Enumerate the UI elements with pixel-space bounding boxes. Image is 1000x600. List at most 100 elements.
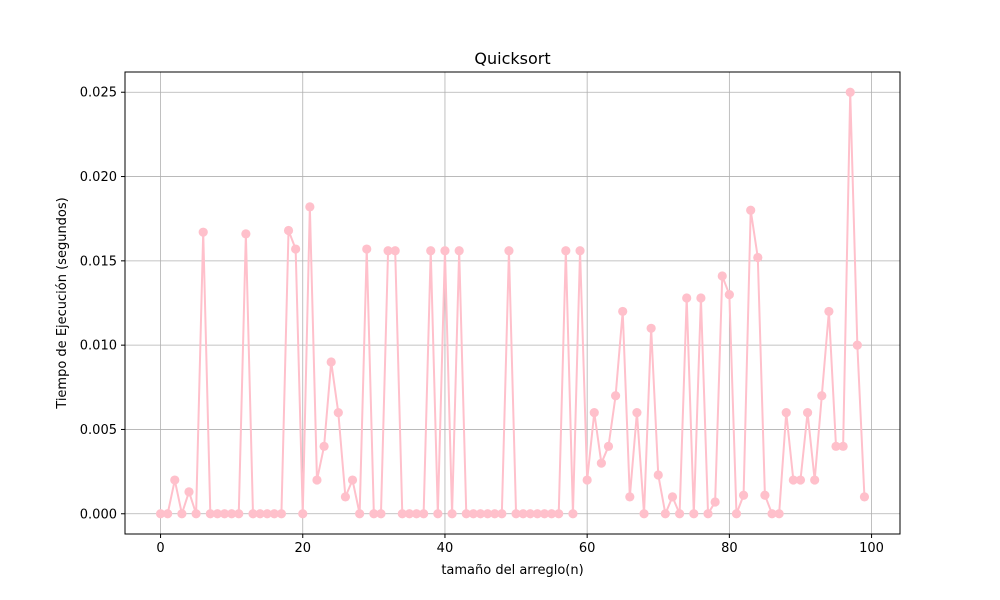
data-point: [838, 441, 848, 451]
data-point: [383, 246, 393, 256]
data-point: [731, 509, 742, 519]
data-point: [411, 509, 422, 519]
data-point: [355, 509, 365, 519]
y-axis-label: Tiempo de Ejecución (segundos): [55, 197, 70, 409]
data-point: [497, 509, 507, 519]
data-point: [632, 407, 642, 418]
data-point: [347, 475, 358, 485]
data-point: [468, 509, 478, 519]
chart-title: Quicksort: [474, 49, 550, 68]
data-point: [696, 293, 706, 303]
data-point: [667, 492, 678, 502]
data-point: [539, 509, 550, 519]
data-point: [312, 475, 322, 485]
data-point: [859, 492, 870, 502]
data-point: [191, 509, 201, 519]
data-point: [241, 229, 251, 239]
data-point: [653, 470, 663, 480]
data-point: [212, 509, 223, 519]
data-point: [703, 509, 713, 519]
data-point: [170, 475, 180, 485]
data-point: [198, 227, 208, 237]
data-point: [660, 509, 670, 519]
data-point: [710, 497, 720, 507]
data-point: [603, 441, 614, 451]
plot-frame: [124, 71, 901, 535]
data-point: [490, 509, 500, 519]
axis-ticks: 0 20 40 60 80 100 0.000 0.005 0.010 0.015 0.020 0.0…: [80, 86, 884, 556]
data-point: [255, 509, 265, 519]
data-point: [646, 323, 656, 333]
data-point: [155, 509, 166, 519]
data-point: [177, 509, 187, 519]
data-point: [589, 407, 599, 418]
y-tick-label: 0.015: [80, 254, 117, 269]
data-point: [483, 509, 493, 519]
data-point: [454, 246, 464, 256]
data-point: [461, 509, 471, 519]
data-point: [518, 509, 528, 519]
y-tick-label: 0.000: [80, 507, 117, 522]
data-point: [248, 509, 258, 519]
data-point: [376, 509, 386, 519]
data-point: [824, 306, 834, 317]
data-point: [795, 475, 806, 485]
data-point: [227, 509, 237, 519]
data-point: [774, 509, 784, 519]
x-axis-label: tamaño del arreglo(n): [441, 563, 583, 578]
data-point: [475, 509, 486, 519]
data-point: [447, 509, 457, 519]
data-point: [511, 509, 521, 519]
data-point: [596, 458, 606, 468]
data-point: [810, 475, 820, 485]
data-point: [362, 244, 372, 254]
data-point: [419, 509, 429, 519]
data-point: [831, 441, 841, 451]
data-point: [269, 509, 279, 519]
data-point: [575, 246, 585, 256]
data-point: [568, 509, 578, 519]
data-point: [390, 246, 400, 256]
data-point: [234, 509, 244, 519]
y-tick-label: 0.025: [80, 86, 117, 101]
x-tick-label: 80: [721, 541, 738, 556]
data-point: [674, 509, 685, 519]
data-point: [298, 509, 308, 519]
data-point: [440, 246, 450, 256]
data-point: [717, 271, 727, 281]
data-point: [753, 252, 763, 263]
data-point: [738, 490, 749, 500]
data-point: [802, 407, 813, 418]
x-tick-label: 20: [294, 541, 311, 556]
data-point: [547, 509, 557, 519]
data-point: [760, 490, 770, 500]
data-point: [682, 293, 692, 303]
data-point: [625, 492, 635, 502]
data-point: [724, 289, 734, 300]
x-tick-label: 40: [437, 541, 454, 556]
x-tick-label: 60: [579, 541, 596, 556]
data-point: [554, 509, 564, 519]
data-point: [788, 475, 798, 485]
data-point: [817, 391, 827, 401]
data-point: [369, 509, 379, 519]
data-point: [205, 509, 215, 519]
data-point: [333, 407, 343, 418]
data-point: [582, 475, 592, 485]
data-point: [561, 246, 571, 256]
data-point: [504, 246, 514, 256]
x-tick-label: 0: [156, 541, 164, 556]
data-point: [219, 509, 230, 519]
data-point: [397, 509, 407, 519]
data-point: [767, 509, 777, 519]
data-point: [532, 509, 542, 519]
data-point: [404, 509, 415, 519]
data-point: [525, 509, 535, 519]
data-point: [305, 202, 315, 212]
data-point: [276, 509, 287, 519]
data-point: [184, 487, 194, 497]
data-point: [283, 225, 294, 236]
data-point: [426, 246, 436, 256]
